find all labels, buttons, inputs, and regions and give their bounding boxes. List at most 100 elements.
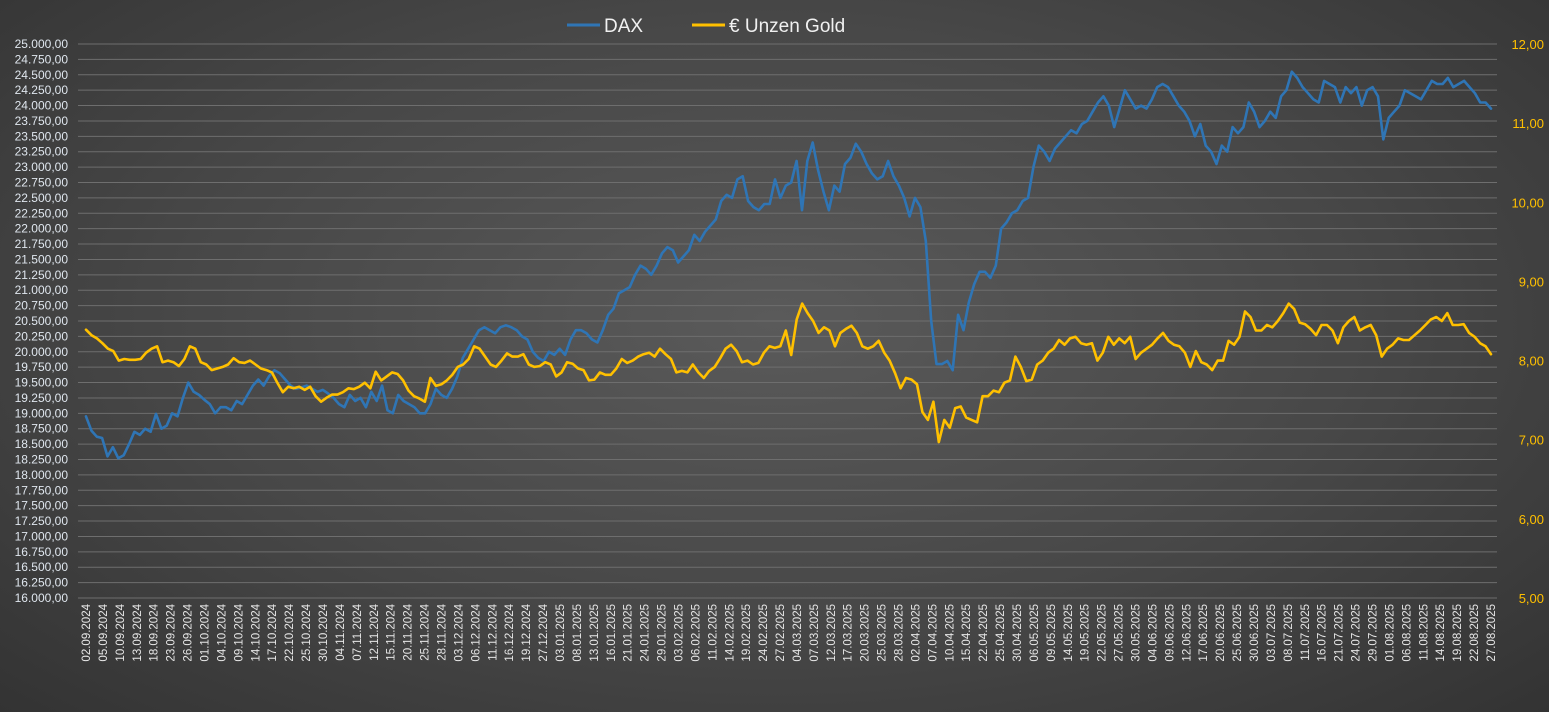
left-tick-label: 21.500,00 [15,252,69,266]
x-tick-label: 06.12.2024 [470,603,482,661]
x-tick-label: 27.05.2025 [1114,604,1126,662]
x-tick-label: 14.10.2024 [250,603,262,661]
right-y-axis: 5,00 6,00 7,00 8,00 9,00 10,00 11,00 12,00 [1511,37,1544,606]
x-tick-label: 24.02.2025 [758,604,770,662]
x-tick-label: 17.06.2025 [1198,604,1210,662]
x-tick-label: 09.10.2024 [233,603,245,661]
left-tick-label: 20.750,00 [15,299,69,313]
x-tick-label: 13.01.2025 [589,604,601,662]
x-tick-label: 15.04.2025 [961,604,973,662]
x-tick-label: 03.12.2024 [453,603,465,661]
left-tick-label: 24.500,00 [15,68,69,82]
left-tick-label: 18.250,00 [15,453,69,467]
left-tick-label: 23.750,00 [15,114,69,128]
x-tick-label: 04.10.2024 [216,603,228,661]
x-tick-label: 03.01.2025 [555,604,567,662]
x-tick-label: 07.11.2024 [352,603,364,660]
x-tick-label: 28.11.2024 [436,603,448,660]
left-tick-label: 19.750,00 [15,360,69,374]
x-tick-label: 11.07.2025 [1300,604,1312,661]
left-tick-label: 16.750,00 [15,545,69,559]
x-tick-label: 11.08.2025 [1418,604,1430,661]
x-tick-label: 29.07.2025 [1368,604,1380,662]
x-tick-label: 17.10.2024 [267,603,279,661]
x-tick-label: 07.04.2025 [927,604,939,662]
x-tick-label: 12.11.2024 [369,603,381,660]
right-tick-label: 9,00 [1519,274,1544,289]
right-tick-label: 8,00 [1519,354,1544,369]
left-tick-label: 22.250,00 [15,206,69,220]
x-tick-label: 11.12.2024 [487,603,499,660]
x-tick-label: 01.08.2025 [1384,604,1396,662]
left-tick-label: 17.750,00 [15,483,69,497]
right-tick-label: 6,00 [1519,512,1544,527]
x-tick-label: 05.09.2024 [98,603,110,661]
left-tick-label: 23.500,00 [15,129,69,143]
x-tick-label: 03.02.2025 [673,604,685,662]
x-axis: 02.09.2024 05.09.2024 10.09.2024 13.09.2024… [81,603,1498,661]
x-tick-label: 16.12.2024 [504,603,516,661]
right-tick-label: 11,00 [1512,116,1544,131]
x-tick-label: 08.01.2025 [572,604,584,662]
right-tick-label: 7,00 [1519,433,1544,448]
x-tick-label: 30.10.2024 [318,603,330,661]
right-tick-label: 12,00 [1511,37,1544,52]
x-tick-label: 10.04.2025 [944,604,956,662]
left-tick-label: 17.500,00 [15,499,69,513]
x-tick-label: 07.03.2025 [809,604,821,662]
x-tick-label: 02.04.2025 [910,604,922,662]
x-tick-label: 19.02.2025 [741,604,753,662]
x-tick-label: 24.01.2025 [640,604,652,662]
left-tick-label: 16.250,00 [15,576,69,590]
left-tick-label: 24.000,00 [15,99,69,113]
right-tick-label: 10,00 [1511,195,1544,210]
x-tick-label: 25.03.2025 [877,604,889,662]
x-tick-label: 09.06.2025 [1164,604,1176,662]
left-tick-label: 22.500,00 [15,191,69,205]
left-tick-label: 20.250,00 [15,329,69,343]
left-tick-label: 18.000,00 [15,468,69,482]
x-tick-label: 21.01.2025 [623,604,635,662]
left-tick-label: 18.500,00 [15,437,69,451]
x-tick-label: 30.04.2025 [1012,604,1024,662]
left-tick-label: 18.750,00 [15,422,69,436]
x-tick-label: 03.07.2025 [1266,604,1278,662]
x-tick-label: 30.06.2025 [1249,604,1261,662]
left-tick-label: 20.500,00 [15,314,69,328]
x-tick-label: 04.06.2025 [1147,604,1159,662]
x-tick-label: 08.07.2025 [1283,604,1295,662]
x-tick-label: 18.09.2024 [149,603,161,661]
x-tick-label: 19.08.2025 [1452,604,1464,662]
x-tick-label: 20.03.2025 [860,604,872,662]
x-tick-label: 09.05.2025 [1046,604,1058,662]
gridlines [78,43,1497,599]
x-tick-label: 19.05.2025 [1080,604,1092,662]
left-tick-label: 21.250,00 [15,268,69,282]
x-tick-label: 04.11.2024 [335,603,347,660]
left-tick-label: 16.000,00 [15,591,69,605]
x-tick-label: 06.02.2025 [690,604,702,662]
left-tick-label: 19.500,00 [15,376,69,390]
x-tick-label: 11.02.2025 [707,604,719,661]
x-tick-label: 22.10.2024 [284,603,296,661]
left-tick-label: 23.000,00 [15,160,69,174]
x-tick-label: 28.03.2025 [894,604,906,662]
x-tick-label: 16.07.2025 [1317,604,1329,662]
x-tick-label: 25.04.2025 [995,604,1007,662]
x-tick-label: 26.09.2024 [183,603,195,661]
x-tick-label: 20.06.2025 [1215,604,1227,662]
legend-label-gold: € Unzen Gold [729,16,845,37]
x-tick-label: 27.08.2025 [1486,604,1498,662]
x-tick-label: 16.01.2025 [606,604,618,662]
left-tick-label: 17.250,00 [15,514,69,528]
left-tick-label: 22.750,00 [15,176,69,190]
x-tick-label: 27.12.2024 [538,603,550,661]
x-tick-label: 20.11.2024 [403,603,415,660]
x-tick-label: 25.06.2025 [1232,604,1244,662]
left-tick-label: 22.000,00 [15,222,69,236]
x-tick-label: 12.03.2025 [826,604,838,662]
x-tick-label: 06.05.2025 [1029,604,1041,662]
x-tick-label: 02.09.2024 [81,603,93,661]
